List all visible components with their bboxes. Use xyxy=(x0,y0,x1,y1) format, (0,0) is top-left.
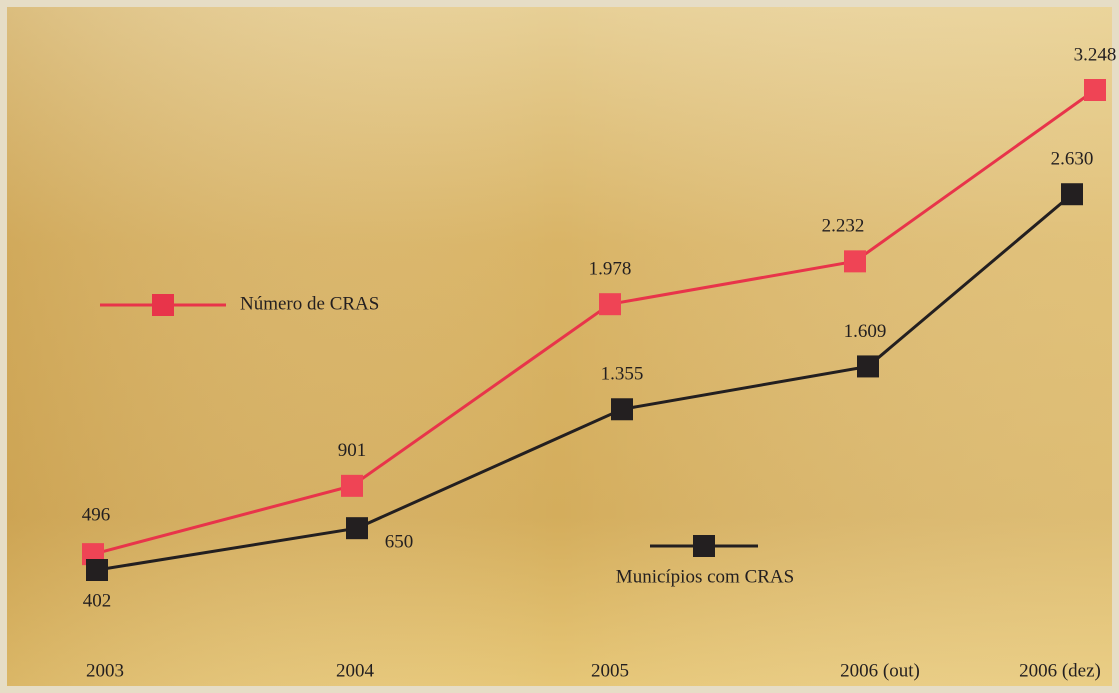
value-label: 3.248 xyxy=(1074,44,1117,65)
value-label: 496 xyxy=(82,505,111,526)
x-tick-label: 2006 (dez) xyxy=(1019,660,1101,681)
x-tick-label: 2004 xyxy=(336,660,375,681)
data-marker xyxy=(341,475,363,497)
chart: 496 901 1.978 2.232 3.248 402 650 1.355 1.609 2.6… xyxy=(0,0,1119,693)
value-label: 2.232 xyxy=(822,216,865,237)
data-marker xyxy=(346,517,368,539)
x-tick-label: 2003 xyxy=(86,660,124,681)
data-marker xyxy=(86,559,108,581)
value-label: 2.630 xyxy=(1051,149,1094,170)
page: 496 901 1.978 2.232 3.248 402 650 1.355 1.609 2.6… xyxy=(0,0,1119,693)
x-tick-label: 2005 xyxy=(591,660,629,681)
background-shade xyxy=(7,7,1112,686)
value-label: 402 xyxy=(83,590,112,611)
value-label: 1.355 xyxy=(601,364,644,385)
legend-marker xyxy=(152,294,174,316)
data-marker xyxy=(857,355,879,377)
data-marker xyxy=(599,293,621,315)
value-label: 650 xyxy=(385,532,414,553)
data-marker xyxy=(611,398,633,420)
value-label: 1.978 xyxy=(589,259,632,280)
value-label: 901 xyxy=(338,440,367,461)
legend-marker xyxy=(693,535,715,557)
data-marker xyxy=(1061,183,1083,205)
data-marker xyxy=(844,250,866,272)
legend-label: Número de CRAS xyxy=(240,293,379,314)
value-label: 1.609 xyxy=(844,321,887,342)
legend-label: Municípios com CRAS xyxy=(616,566,794,587)
x-tick-label: 2006 (out) xyxy=(840,660,920,681)
data-marker xyxy=(1084,79,1106,101)
